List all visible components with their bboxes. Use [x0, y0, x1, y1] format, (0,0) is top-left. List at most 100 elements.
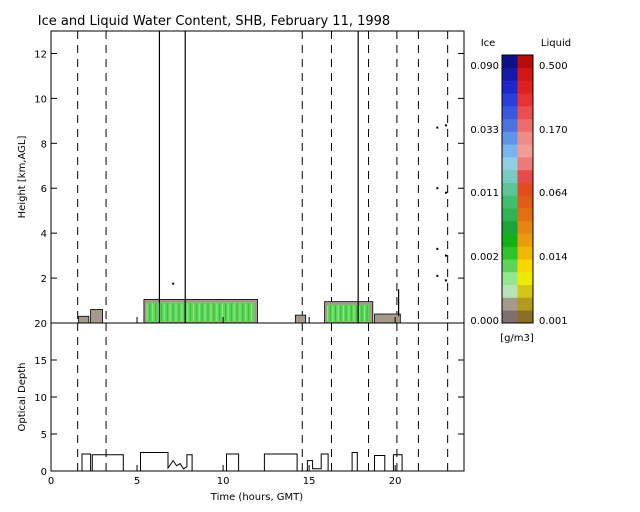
data-point	[436, 274, 439, 277]
colorbar-liquid-swatch	[517, 310, 533, 324]
colorbar-ice-swatch	[502, 220, 518, 234]
colorbar-liquid-swatch	[517, 67, 533, 81]
colorbar-ice-tick: 0.033	[470, 125, 499, 136]
colorbar-liquid-swatch	[517, 220, 533, 234]
colorbar-liquid-swatch	[517, 284, 533, 298]
optical-depth-tick-label: 15	[34, 356, 47, 367]
colorbar-liquid-swatch	[517, 182, 533, 196]
height-tick-label: 8	[41, 139, 47, 150]
chart-title: Ice and Liquid Water Content, SHB, Febru…	[38, 14, 390, 29]
colorbar-liquid-swatches	[517, 55, 533, 324]
colorbar-ice-swatch	[502, 93, 518, 107]
time-axis-label: Time (hours, GMT)	[210, 492, 304, 503]
cloud-panel-frame	[50, 30, 465, 324]
data-point	[444, 124, 447, 127]
colorbar-ice-swatch	[502, 195, 518, 209]
data-point	[436, 247, 439, 250]
colorbar-liquid-label: Liquid	[541, 38, 571, 49]
colorbar-ice-swatch	[502, 284, 518, 298]
cloud-panel-reference-lines	[77, 31, 449, 323]
colorbar-liquid-tick: 0.500	[539, 61, 568, 72]
data-point	[444, 279, 447, 282]
colorbar-ice-tick: 0.002	[470, 252, 499, 263]
height-tick-label: 10	[34, 94, 47, 105]
colorbar-liquid-swatch	[517, 259, 533, 273]
colorbar-liquid-swatch	[517, 169, 533, 183]
colorbar-frame	[501, 54, 534, 324]
colorbar-ice-swatches	[502, 55, 518, 324]
cloud-layer	[78, 315, 90, 324]
optical-depth-tick-label: 5	[41, 430, 47, 441]
cloud-layer-liquid-core	[146, 302, 255, 322]
colorbar-ice-label: Ice	[481, 38, 496, 49]
height-tick-label: 2	[41, 274, 47, 285]
colorbar-liquid-swatch	[517, 144, 533, 158]
colorbar-ice-swatch	[502, 233, 518, 247]
time-tick-label: 10	[217, 476, 230, 487]
colorbar-ice-swatch	[502, 80, 518, 94]
optical-depth-tick-label: 20	[34, 319, 47, 330]
colorbar-ice-swatch	[502, 106, 518, 120]
cloud-layer	[374, 313, 401, 324]
colorbar-liquid-swatch	[517, 157, 533, 171]
height-tick-label: 4	[41, 229, 47, 240]
colorbar-liquid-swatch	[517, 80, 533, 94]
optical-depth-axis-label: Optical Depth	[17, 363, 28, 432]
colorbar-liquid-swatch	[517, 106, 533, 120]
colorbar-liquid-tick: 0.170	[539, 125, 568, 136]
isolated-points	[172, 124, 447, 285]
colorbar-ice-swatch	[502, 144, 518, 158]
vertical-streaks	[158, 31, 400, 323]
colorbar-ice-tick: 0.011	[470, 188, 499, 199]
cloud-panel: 2 4 6 8 10 12 Height [km,AGL]	[17, 30, 465, 324]
height-tick-label: 12	[34, 49, 47, 60]
time-tick-label: 20	[389, 476, 402, 487]
colorbar-ice-swatch	[502, 131, 518, 145]
colorbar-ice-swatch	[502, 182, 518, 196]
colorbar-ticks: 0.000 0.002 0.011 0.033 0.090 0.001 0.014 0.064…	[470, 61, 567, 327]
colorbar-ice-swatch	[502, 297, 518, 311]
colorbar-ice-swatch	[502, 67, 518, 81]
colorbar-liquid-swatch	[517, 271, 533, 286]
time-tick-label: 5	[134, 476, 140, 487]
colorbar-liquid-swatch	[517, 246, 533, 260]
colorbar-ice-swatch	[502, 208, 518, 222]
data-point	[444, 191, 447, 194]
time-tick-label: 15	[303, 476, 316, 487]
optical-depth-tick-label: 0	[41, 467, 47, 478]
colorbar-liquid-tick: 0.064	[539, 188, 568, 199]
colorbar-liquid-swatch	[517, 297, 533, 311]
cloud-layer	[90, 309, 104, 324]
colorbar-liquid-swatch	[517, 195, 533, 209]
height-tick-label: 6	[41, 184, 47, 195]
colorbar-ice-tick: 0.000	[470, 316, 499, 327]
colorbar-liquid-swatch	[517, 208, 533, 222]
colorbar-ice-swatch	[502, 259, 518, 273]
optical-depth-panel: 0 5 10 15 20 0 5 10 15 20 Optical Depth Time (ho…	[17, 317, 465, 503]
time-tick-label: 0	[48, 476, 54, 487]
optical-depth-tick-label: 10	[34, 393, 47, 404]
height-axis-label: Height [km,AGL]	[17, 136, 28, 219]
colorbar-ice-swatch	[502, 246, 518, 260]
height-axis-ticks: 2 4 6 8 10 12	[34, 49, 464, 285]
data-point	[436, 126, 439, 129]
colorbar-unit: [g/m3]	[500, 333, 534, 344]
optical-depth-panel-frame	[50, 322, 465, 472]
colorbar-liquid-swatch	[517, 131, 533, 145]
colorbar-liquid-tick: 0.014	[539, 252, 568, 263]
colorbar-ice-swatch	[502, 55, 518, 69]
time-axis-ticks: 0 5 10 15 20	[48, 317, 402, 487]
colorbar-ice-swatch	[502, 310, 518, 324]
colorbar-ice-swatch	[502, 169, 518, 183]
colorbar-liquid-swatch	[517, 118, 533, 132]
data-point	[444, 254, 447, 257]
colorbar: Ice Liquid 0.0000.0020.0110.0330.0900.00…	[470, 38, 571, 344]
colorbar-liquid-tick: 0.001	[539, 316, 568, 327]
colorbar-ice-swatch	[502, 118, 518, 132]
colorbar-ice-swatch	[502, 271, 518, 286]
colorbar-liquid-swatch	[517, 233, 533, 247]
colorbar-ice-swatch	[502, 157, 518, 171]
cloud-layers	[78, 299, 401, 324]
colorbar-ice-tick: 0.090	[470, 61, 499, 72]
